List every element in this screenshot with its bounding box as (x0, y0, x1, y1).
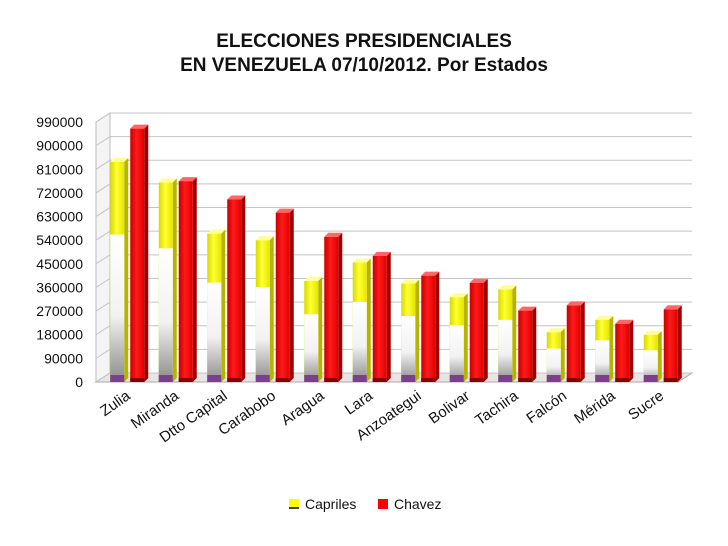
y-tick-label: 990000 (36, 114, 83, 130)
legend-item-capriles: Capriles (289, 496, 356, 512)
legend-item-chavez: Chavez (378, 496, 441, 512)
bar-capriles (595, 315, 614, 382)
y-tick-label: 0 (75, 374, 83, 390)
bar-capriles (207, 229, 226, 382)
bar-chavez (178, 177, 197, 382)
gridline (95, 136, 692, 147)
bar-chavez (615, 319, 634, 382)
y-tick-label: 270000 (36, 303, 83, 319)
gridline (95, 112, 692, 123)
category-label: Sucre (625, 387, 667, 423)
y-tick-label: 630000 (36, 209, 83, 225)
bar-capriles (546, 328, 565, 382)
bar-chavez (130, 124, 149, 382)
bar-chavez (421, 271, 440, 382)
category-label: Bolivar (426, 387, 473, 427)
bar-chavez (518, 306, 537, 382)
bar-chavez (275, 208, 294, 382)
legend-label: Chavez (394, 496, 441, 512)
bar-chavez (663, 305, 682, 382)
legend-swatch (289, 499, 299, 509)
bar-capriles (158, 178, 177, 382)
category-label: Mérida (571, 387, 619, 428)
gridline (95, 325, 692, 336)
bar-chavez (227, 195, 246, 382)
gridline (95, 230, 692, 241)
bar-capriles (110, 157, 129, 382)
bar-capriles (643, 330, 662, 382)
side-wall (95, 112, 111, 383)
category-label: Falcón (523, 387, 570, 427)
y-tick-label: 360000 (36, 279, 83, 295)
bar-capriles (255, 236, 274, 382)
gridline (95, 207, 692, 217)
chart-title-line-1: ELECCIONES PRESIDENCIALES (216, 31, 512, 52)
bar-capriles (449, 293, 468, 382)
gridline (95, 183, 692, 194)
bar-chavez (372, 251, 391, 382)
bar-capriles (352, 258, 371, 382)
bar-capriles (401, 279, 420, 382)
y-tick-label: 720000 (36, 185, 83, 201)
category-label: Aragua (278, 387, 328, 429)
y-axis-ticks: 0 90000 180000 270000 360000 450000 540000 6300… (36, 114, 83, 390)
bar-chavez (566, 301, 585, 382)
y-tick-label: 810000 (36, 161, 83, 177)
y-tick-label: 450000 (36, 256, 83, 272)
bar-chavez (469, 278, 488, 382)
legend-swatch (378, 499, 388, 509)
y-tick-label: 90000 (44, 350, 83, 366)
chart-title-line-2: EN VENEZUELA 07/10/2012. Por Estados (180, 55, 548, 76)
gridline (95, 372, 692, 383)
y-tick-label: 900000 (36, 138, 83, 154)
y-tick-label: 180000 (36, 327, 83, 343)
bars (110, 124, 682, 382)
category-label: Tachira (472, 387, 522, 429)
legend-label: Capriles (305, 496, 356, 512)
chart-title: ELECCIONES PRESIDENCIALES EN VENEZUELA 0… (0, 30, 728, 78)
legend: Capriles Chavez (289, 496, 441, 512)
gridline (95, 159, 692, 170)
bar-chavez (324, 232, 343, 382)
gridline (95, 348, 692, 359)
category-label: Lara (342, 387, 377, 419)
bar-capriles (498, 285, 517, 382)
gridline (95, 254, 692, 265)
gridline (95, 301, 692, 312)
gridlines (95, 112, 692, 383)
y-tick-label: 540000 (36, 232, 83, 248)
bar-capriles (304, 276, 323, 382)
gridline (95, 277, 692, 288)
category-label: Zulia (97, 387, 134, 420)
